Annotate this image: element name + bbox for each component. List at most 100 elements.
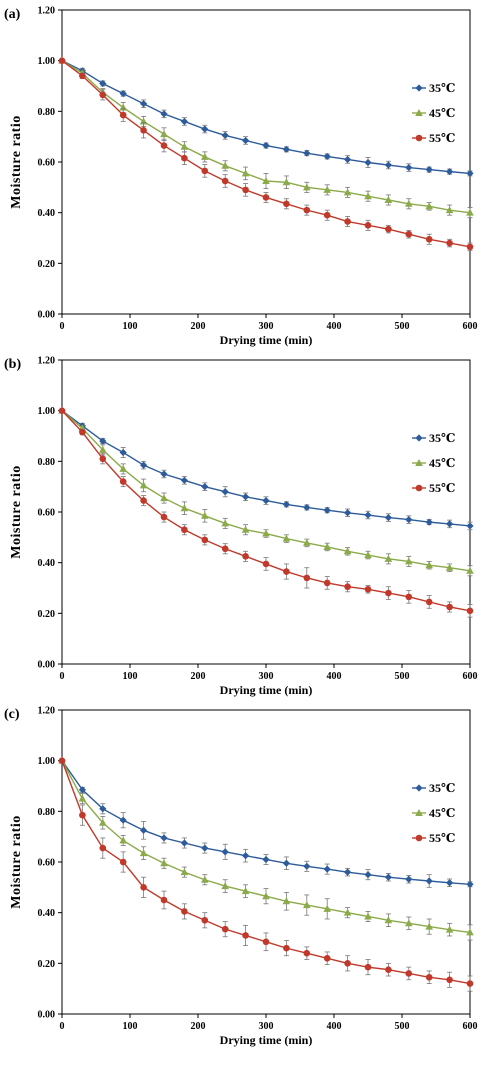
data-point bbox=[323, 152, 331, 161]
x-tick-label: 100 bbox=[123, 321, 138, 332]
panel-label: (a) bbox=[4, 7, 21, 22]
data-point bbox=[364, 192, 372, 200]
legend-label: 45℃ bbox=[429, 806, 455, 820]
data-point bbox=[323, 579, 331, 587]
data-point bbox=[303, 538, 311, 546]
data-point bbox=[140, 461, 148, 469]
data-point bbox=[262, 194, 270, 201]
data-point bbox=[343, 547, 352, 555]
x-tick-label: 100 bbox=[123, 1021, 138, 1032]
data-point bbox=[119, 816, 127, 824]
data-point bbox=[262, 855, 270, 864]
data-point bbox=[364, 511, 372, 519]
legend-label: 35℃ bbox=[429, 781, 455, 795]
data-point bbox=[405, 593, 413, 601]
data-point bbox=[262, 892, 270, 900]
data-point bbox=[242, 136, 250, 145]
x-tick-label: 400 bbox=[327, 671, 342, 682]
x-tick-label: 200 bbox=[191, 321, 206, 332]
data-point bbox=[201, 511, 209, 519]
data-point bbox=[303, 183, 311, 191]
data-point bbox=[282, 859, 290, 867]
legend-entry-1: 35℃ bbox=[412, 81, 455, 95]
data-point bbox=[466, 607, 474, 615]
x-tick-label: 0 bbox=[60, 321, 65, 332]
data-point bbox=[405, 875, 413, 883]
legend-label: 55℃ bbox=[429, 481, 455, 495]
y-tick-label: 0.20 bbox=[38, 959, 56, 970]
data-point bbox=[323, 954, 331, 962]
data-point bbox=[425, 598, 433, 606]
legend-marker bbox=[415, 84, 423, 92]
data-point bbox=[344, 868, 352, 876]
y-tick-label: 1.00 bbox=[38, 406, 56, 417]
legend-marker bbox=[415, 484, 423, 492]
data-point bbox=[181, 154, 188, 162]
data-point bbox=[180, 142, 189, 150]
y-tick-label: 0.00 bbox=[38, 310, 56, 321]
data-point bbox=[425, 518, 433, 526]
x-tick-label: 100 bbox=[123, 671, 138, 682]
data-point bbox=[58, 57, 66, 64]
y-tick-label: 1.00 bbox=[38, 756, 56, 767]
data-point bbox=[221, 545, 229, 553]
data-point bbox=[262, 529, 270, 537]
data-point bbox=[303, 862, 311, 870]
series-3 bbox=[58, 757, 474, 992]
data-point bbox=[160, 470, 168, 478]
data-point bbox=[221, 161, 229, 169]
data-point bbox=[140, 884, 147, 891]
data-point bbox=[323, 506, 331, 514]
y-tick-label: 1.20 bbox=[38, 6, 56, 17]
data-point bbox=[181, 908, 188, 915]
series-line bbox=[61, 410, 471, 572]
data-point bbox=[221, 882, 229, 890]
data-point bbox=[79, 72, 86, 80]
legend-entry-2: 45℃ bbox=[412, 806, 455, 820]
y-tick-label: 0.80 bbox=[38, 457, 56, 468]
data-point bbox=[262, 560, 270, 568]
data-point bbox=[181, 526, 188, 534]
data-point bbox=[385, 589, 392, 597]
series-2 bbox=[58, 56, 474, 219]
data-point bbox=[201, 167, 209, 175]
data-point bbox=[466, 243, 474, 251]
data-point bbox=[344, 583, 351, 591]
data-point bbox=[241, 887, 250, 895]
series-2 bbox=[58, 756, 474, 941]
data-point bbox=[323, 211, 331, 219]
chart-panel-a: (a) 0.00 0.20 0.40 0.60 0.80 1.00 1.20 0 100 200 30… bbox=[0, 0, 480, 355]
data-point bbox=[446, 520, 454, 528]
data-point bbox=[283, 944, 290, 952]
chart-panel-c: (c) 0.00 0.20 0.40 0.60 0.80 1.00 1.20 0 100 200 30… bbox=[0, 700, 480, 1055]
data-point bbox=[201, 483, 209, 491]
legend-entry-2: 45℃ bbox=[412, 456, 455, 470]
data-point bbox=[282, 534, 291, 542]
plot-frame bbox=[61, 9, 471, 315]
y-tick-label: 0.00 bbox=[38, 660, 56, 671]
legend-marker bbox=[415, 834, 423, 842]
data-point bbox=[466, 208, 474, 216]
y-tick-label: 0.20 bbox=[38, 609, 56, 620]
data-point bbox=[262, 938, 270, 946]
y-tick-label: 0.20 bbox=[38, 259, 56, 270]
legend-entry-3: 55℃ bbox=[412, 831, 455, 845]
y-tick-label: 1.20 bbox=[38, 356, 56, 367]
data-point bbox=[282, 145, 290, 153]
data-point bbox=[323, 904, 331, 912]
data-point bbox=[201, 916, 209, 924]
data-point bbox=[160, 494, 168, 502]
data-point bbox=[99, 445, 107, 453]
moisture-ratio-chart-a: (a) 0.00 0.20 0.40 0.60 0.80 1.00 1.20 0 100 200 30… bbox=[4, 6, 478, 348]
series-line bbox=[61, 410, 471, 612]
data-point bbox=[446, 603, 453, 611]
data-point bbox=[405, 919, 413, 927]
moisture-ratio-chart-c: (c) 0.00 0.20 0.40 0.60 0.80 1.00 1.20 0 100 200 30… bbox=[4, 706, 478, 1048]
data-point bbox=[385, 966, 392, 973]
data-point bbox=[160, 130, 168, 138]
data-point bbox=[405, 557, 413, 565]
x-tick-label: 300 bbox=[259, 321, 274, 332]
panel-label: (b) bbox=[4, 357, 21, 372]
data-point bbox=[425, 877, 433, 885]
x-tick-label: 500 bbox=[395, 671, 410, 682]
